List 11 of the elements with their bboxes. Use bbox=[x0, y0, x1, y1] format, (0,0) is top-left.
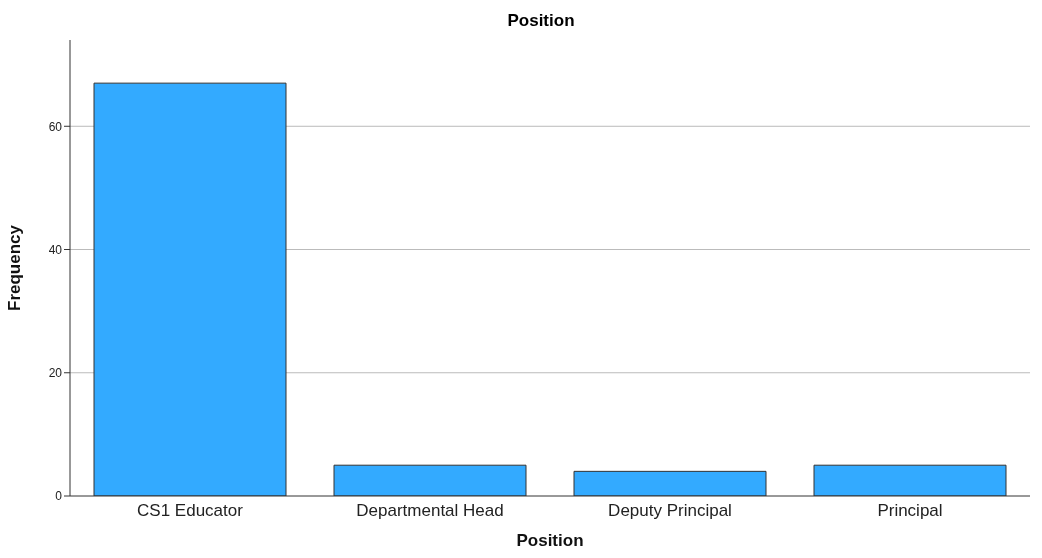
x-tick-label: Principal bbox=[877, 501, 943, 521]
y-tick-label: 0 bbox=[55, 489, 63, 504]
x-tick-label: Deputy Principal bbox=[608, 501, 732, 521]
chart-title: Position bbox=[506, 10, 576, 32]
x-tick-label: CS1 Educator bbox=[137, 501, 244, 521]
y-tick-label: 40 bbox=[48, 242, 63, 257]
y-tick-label: 20 bbox=[48, 366, 63, 381]
y-tick-label: 60 bbox=[48, 119, 63, 134]
x-axis-title: Position bbox=[516, 531, 584, 550]
y-axis-title: Frequency bbox=[5, 224, 25, 311]
x-tick-label: Departmental Head bbox=[356, 501, 504, 521]
